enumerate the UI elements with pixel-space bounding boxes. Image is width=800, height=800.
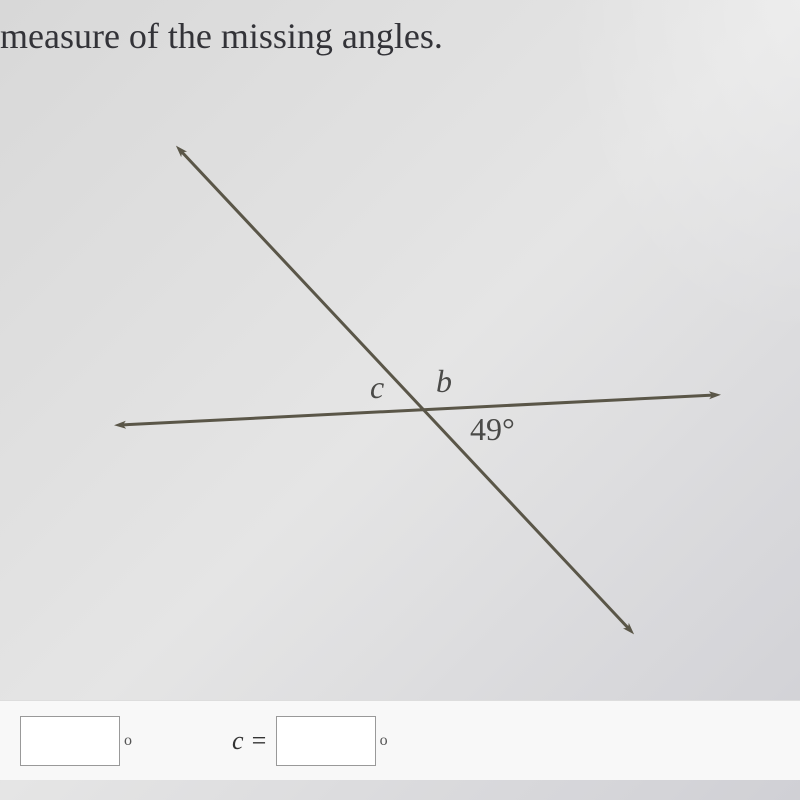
degree-symbol-2: o (380, 732, 388, 750)
answer-input-c[interactable] (276, 716, 376, 766)
answer-label-c: c = (232, 726, 268, 756)
horizontal-line (120, 395, 715, 425)
question-title: measure of the missing angles. (0, 15, 443, 57)
answer-group-first: o (20, 716, 132, 766)
label-49deg: 49° (470, 411, 515, 447)
label-b: b (436, 363, 452, 399)
label-c: c (370, 369, 384, 405)
answer-row: o c = o (0, 700, 800, 780)
angle-diagram: c b 49° (50, 130, 750, 650)
degree-symbol-1: o (124, 732, 132, 750)
answer-group-c: c = o (232, 716, 388, 766)
diagonal-line (180, 150, 630, 630)
diagram-svg: c b 49° (50, 130, 750, 650)
answer-input-b[interactable] (20, 716, 120, 766)
